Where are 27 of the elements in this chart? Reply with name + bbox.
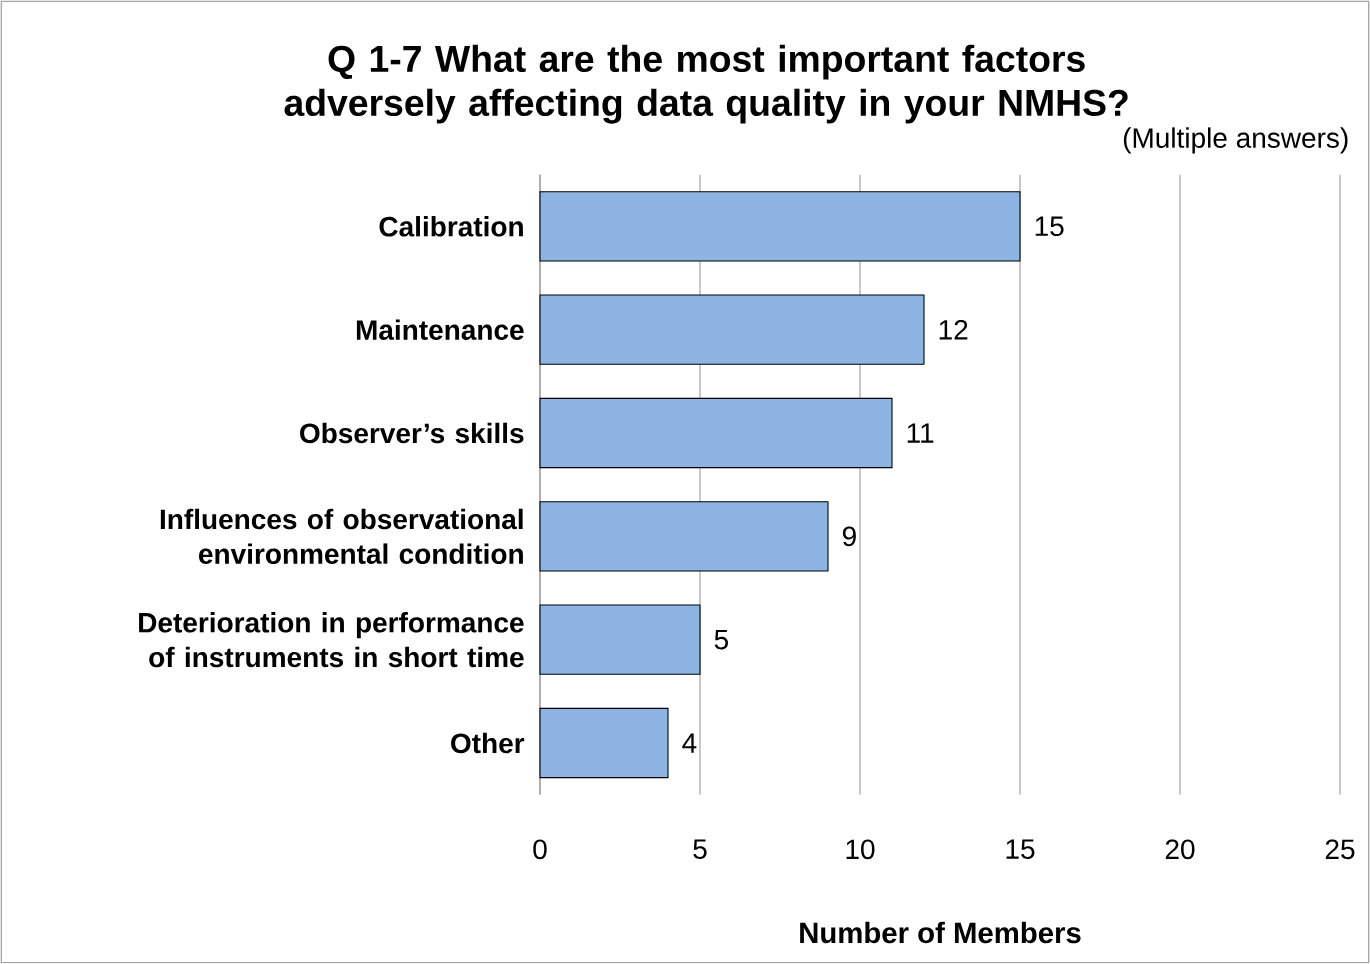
data-label: 12: [939, 319, 968, 340]
bar: [539, 191, 1021, 262]
y-tick-label: Observer’s skills: [300, 422, 524, 444]
x-tick-label: 20: [1165, 839, 1195, 860]
y-tick-label: Calibration: [379, 216, 523, 237]
bar: [539, 501, 829, 572]
bar: [539, 397, 893, 469]
chart-title: Q 1-7 What are the most important factors adversely affecting data quality in your NMHS?: [284, 44, 1128, 124]
data-label: 4: [682, 733, 697, 753]
data-label: 9: [842, 526, 856, 547]
x-tick-label: 15: [1006, 839, 1035, 859]
x-tick-label: 0: [533, 839, 547, 860]
x-tick-label: 5: [693, 839, 707, 859]
y-tick-label: Deterioration in performance of instruments in short time: [139, 612, 524, 668]
bar: [539, 707, 669, 779]
data-label: 5: [714, 629, 728, 650]
x-tick-label: 25: [1325, 839, 1355, 860]
bar: [539, 294, 925, 365]
x-tick-label: 10: [846, 839, 875, 860]
y-tick-label: Other: [451, 732, 525, 754]
data-label: 15: [1035, 216, 1064, 237]
x-axis-title: Number of Members: [800, 921, 1081, 944]
bar: [539, 604, 701, 675]
text: (Multiple answers): [1123, 127, 1348, 154]
data-label: 11: [907, 423, 934, 443]
y-tick-label: Maintenance: [356, 319, 524, 340]
y-tick-label: Influences of observational environmental condition: [160, 508, 523, 564]
